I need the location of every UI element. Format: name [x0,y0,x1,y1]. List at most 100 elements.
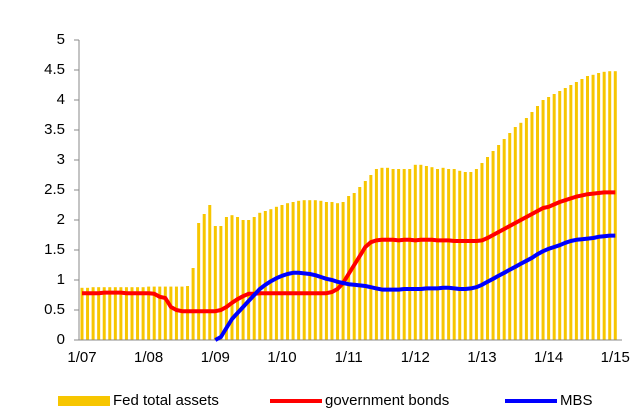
y-tick-label: 2 [57,211,65,228]
bar [130,287,134,340]
bar [141,287,145,340]
bar [297,200,301,340]
bar [263,211,267,340]
bar [558,91,562,340]
bar [80,287,84,340]
legend-swatch [58,396,110,406]
bar [452,169,456,340]
bar [613,71,617,340]
bar [208,205,212,340]
x-tick-label: 1/14 [534,349,563,366]
y-tick-label: 4 [57,91,65,108]
bar [302,200,306,340]
bar [174,286,178,340]
bar [197,223,201,340]
x-tick-label: 1/07 [67,349,96,366]
bar [497,145,501,340]
y-tick-label: 2.5 [44,181,65,198]
bar [541,100,545,340]
bar [413,164,417,340]
bar [124,287,128,340]
legend-label: MBS [560,392,593,409]
bar [436,169,440,340]
bar [474,169,478,340]
bar [563,88,567,340]
bar [86,287,90,340]
bar [391,169,395,340]
bar [424,166,428,340]
bar [119,287,123,340]
bar [247,220,251,340]
bar [91,287,95,340]
bar [458,170,462,340]
bar [280,205,284,340]
bar [608,71,612,340]
bar [524,118,528,340]
bar [602,71,606,341]
bar [230,215,234,340]
bar [597,73,601,340]
bar [519,122,523,340]
legend-label: Fed total assets [113,392,219,409]
bar [147,286,151,340]
bar [419,164,423,340]
bar [274,206,278,340]
bar [113,287,117,340]
bar [191,268,195,340]
y-tick-label: 1 [57,271,65,288]
bar [347,196,351,340]
bar [224,217,228,340]
bar [152,286,156,340]
bar [508,133,512,340]
bar [102,287,106,340]
bar [380,167,384,340]
bar [513,127,517,340]
x-tick-label: 1/09 [201,349,230,366]
bar [252,217,256,340]
bar [313,200,317,340]
bar [480,163,484,340]
bar [236,217,240,340]
bar [163,286,167,340]
bar [213,226,217,340]
bar [402,169,406,340]
bar [330,202,334,340]
y-tick-label: 0 [57,331,65,348]
line-series [214,233,616,342]
x-tick-label: 1/10 [267,349,296,366]
bar [202,214,206,340]
bar [491,151,495,340]
x-tick-label: 1/11 [335,349,363,366]
bar [219,226,223,340]
bar [574,82,578,340]
y-tick-label: 5 [57,31,65,48]
bar [158,286,162,340]
bar [308,200,312,340]
bar [580,79,584,340]
bar [286,203,290,340]
legend-label: government bonds [325,392,449,409]
bar [374,169,378,340]
bar [363,181,367,340]
bar [536,106,540,340]
x-tick-label: 1/12 [401,349,430,366]
bar [180,286,184,340]
bar [530,112,534,340]
y-tick-label: 3.5 [44,121,65,138]
x-tick-label: 1/08 [134,349,163,366]
bar [569,85,573,340]
bar [358,187,362,340]
bar [502,139,506,340]
bar [430,167,434,340]
bar [269,209,273,340]
bar [386,167,390,340]
bar [241,220,245,340]
bar [586,76,590,340]
bar [319,200,323,340]
bar [408,169,412,340]
y-tick-label: 3 [57,151,65,168]
bar [258,212,262,340]
bar [463,172,467,340]
y-tick-label: 4.5 [44,61,65,78]
bar [169,286,173,340]
